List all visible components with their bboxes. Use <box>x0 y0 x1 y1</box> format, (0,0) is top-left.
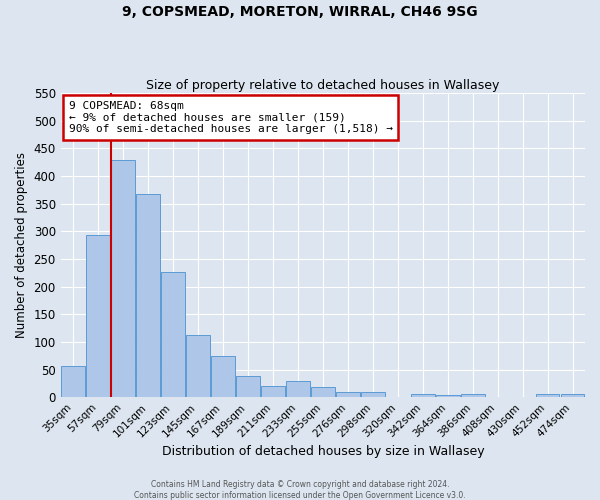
Text: Contains HM Land Registry data © Crown copyright and database right 2024.
Contai: Contains HM Land Registry data © Crown c… <box>134 480 466 500</box>
Bar <box>461 394 485 397</box>
Bar <box>286 381 310 397</box>
Bar <box>536 394 559 397</box>
Bar <box>436 395 460 397</box>
Text: 9 COPSMEAD: 68sqm
← 9% of detached houses are smaller (159)
90% of semi-detached: 9 COPSMEAD: 68sqm ← 9% of detached house… <box>68 101 392 134</box>
Bar <box>411 394 434 397</box>
Bar <box>336 392 359 397</box>
Bar <box>236 376 260 397</box>
Bar <box>136 194 160 397</box>
X-axis label: Distribution of detached houses by size in Wallasey: Distribution of detached houses by size … <box>161 444 484 458</box>
Bar <box>161 272 185 397</box>
Title: Size of property relative to detached houses in Wallasey: Size of property relative to detached ho… <box>146 79 500 92</box>
Bar <box>560 394 584 397</box>
Bar <box>361 392 385 397</box>
Text: 9, COPSMEAD, MORETON, WIRRAL, CH46 9SG: 9, COPSMEAD, MORETON, WIRRAL, CH46 9SG <box>122 5 478 19</box>
Bar <box>311 388 335 397</box>
Bar <box>186 335 210 397</box>
Bar <box>86 235 110 397</box>
Bar <box>261 386 285 397</box>
Bar <box>61 366 85 397</box>
Y-axis label: Number of detached properties: Number of detached properties <box>15 152 28 338</box>
Bar <box>111 160 135 397</box>
Bar <box>211 356 235 397</box>
